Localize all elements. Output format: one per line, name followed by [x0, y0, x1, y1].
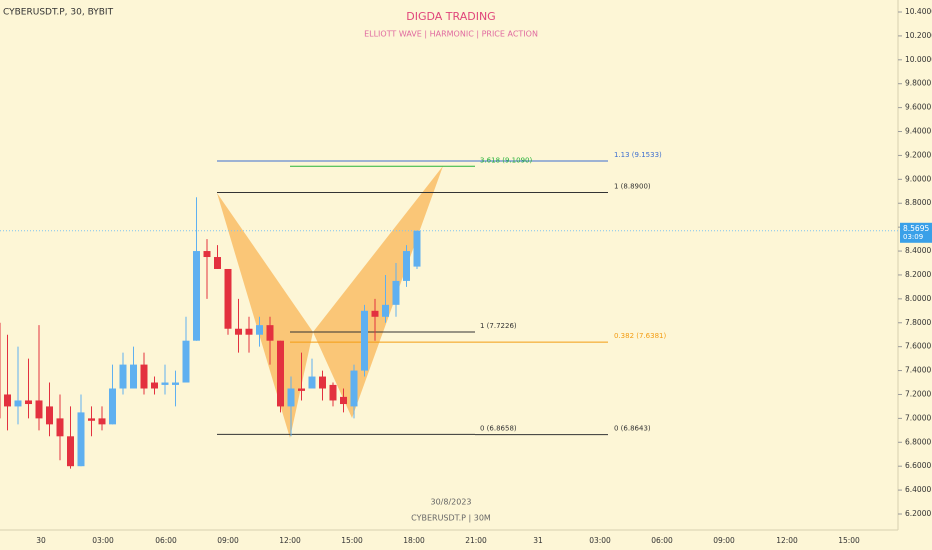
candle-body — [340, 396, 347, 405]
y-tick-label: 6.8000 — [905, 437, 931, 446]
x-tick-label: 30 — [36, 536, 46, 545]
candle-body — [266, 325, 274, 341]
candle-body — [35, 400, 43, 419]
x-tick-label: 15:00 — [341, 536, 363, 545]
y-tick-label: 6.4000 — [905, 485, 931, 494]
candle-body — [88, 418, 95, 421]
candle-body — [319, 376, 326, 389]
candle-body — [67, 436, 74, 467]
price-tag — [900, 222, 932, 243]
x-tick-label: 31 — [533, 536, 543, 545]
y-tick-label: 7.2000 — [905, 389, 931, 398]
x-tick-label: 03:00 — [92, 536, 114, 545]
candle-body — [203, 251, 211, 258]
y-tick-label: 8.0000 — [905, 294, 931, 303]
candle-body — [14, 400, 22, 407]
candle-body — [403, 251, 410, 281]
candle-body — [119, 364, 127, 389]
fib-label: 0 (6.8658) — [480, 424, 517, 432]
y-tick-label: 10.4000 — [905, 7, 932, 16]
candle-body — [235, 328, 242, 335]
candle-body — [4, 394, 11, 407]
fib-label: 1 (7.7226) — [480, 322, 517, 330]
symbol: CYBERUSDT.P, 30, BYBIT — [3, 8, 114, 18]
x-tick-label: 15:00 — [838, 536, 860, 545]
price-tag-value: 8.5695 — [903, 224, 929, 233]
y-tick-label: 9.0000 — [905, 174, 931, 183]
footer: CYBERUSDT.P | 30M — [411, 514, 491, 523]
fib-label: 1.13 (9.1533) — [614, 151, 662, 159]
candle-body — [298, 388, 305, 391]
subtitle: ELLIOTT WAVE | HARMONIC | PRICE ACTION — [364, 30, 538, 39]
candle-body — [245, 328, 253, 335]
candle-body — [371, 310, 379, 317]
fib-label: 3.618 (9.1090) — [480, 156, 532, 164]
candle-body — [151, 382, 158, 389]
fib-label: 0 (6.8643) — [614, 425, 651, 433]
y-tick-label: 6.6000 — [905, 461, 931, 470]
x-tick-label: 12:00 — [776, 536, 798, 545]
candle-body — [193, 251, 200, 341]
candle-body — [361, 310, 368, 371]
y-tick-label: 10.2000 — [905, 31, 932, 40]
candle-body — [98, 418, 106, 425]
y-tick-label: 9.4000 — [905, 127, 931, 136]
candle-body — [56, 418, 64, 437]
y-tick-label: 7.6000 — [905, 342, 931, 351]
y-tick-label: 9.2000 — [905, 150, 931, 159]
candle-body — [308, 376, 316, 389]
x-tick-label: 03:00 — [589, 536, 611, 545]
candle-body — [25, 400, 32, 405]
y-tick-label: 8.2000 — [905, 270, 931, 279]
candle-body — [161, 382, 169, 385]
y-tick-label: 7.4000 — [905, 366, 931, 375]
candle-body — [140, 364, 148, 389]
candle-body — [287, 388, 295, 407]
candle-body — [0, 322, 1, 419]
date-label: 30/8/2023 — [430, 498, 471, 507]
x-tick-label: 06:00 — [155, 536, 177, 545]
candle-body — [130, 364, 137, 389]
y-tick-label: 7.8000 — [905, 318, 931, 327]
price-tag-countdown: 03:09 — [903, 233, 923, 241]
candle-body — [329, 384, 337, 401]
candle-body — [182, 340, 190, 383]
y-tick-label: 10.0000 — [905, 55, 932, 64]
candle-body — [224, 268, 232, 329]
x-tick-label: 06:00 — [651, 536, 673, 545]
y-tick-label: 8.4000 — [905, 246, 931, 255]
candle-body — [350, 370, 358, 407]
candle-body — [46, 406, 53, 425]
chart-title: DIGDA TRADING — [406, 10, 495, 23]
y-tick-label: 7.0000 — [905, 413, 931, 422]
candle-body — [109, 388, 116, 425]
x-tick-label: 09:00 — [217, 536, 239, 545]
y-tick-label: 9.8000 — [905, 79, 931, 88]
candle-body — [277, 340, 284, 407]
harmonic-xab — [217, 193, 313, 438]
candle-body — [172, 382, 179, 385]
y-tick-label: 6.2000 — [905, 509, 931, 518]
fib-label: 0.382 (7.6381) — [614, 332, 666, 340]
candle-body — [413, 230, 421, 267]
y-tick-label: 9.6000 — [905, 103, 931, 112]
y-tick-label: 8.8000 — [905, 198, 931, 207]
x-tick-label: 18:00 — [403, 536, 425, 545]
candle-body — [382, 304, 389, 317]
harmonic-bcd — [313, 166, 443, 418]
candle-body — [256, 325, 263, 335]
candle-body — [214, 257, 221, 269]
x-tick-label: 21:00 — [465, 536, 487, 545]
candle-body — [392, 280, 400, 305]
fib-label: 1 (8.8900) — [614, 182, 651, 190]
x-tick-label: 12:00 — [279, 536, 301, 545]
candle-body — [77, 412, 85, 467]
x-tick-label: 09:00 — [713, 536, 735, 545]
